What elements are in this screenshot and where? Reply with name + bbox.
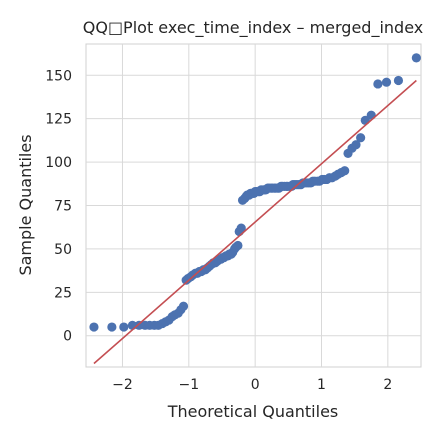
data-point <box>356 133 366 143</box>
data-point <box>393 75 404 86</box>
y-tick-label: 25 <box>54 285 72 301</box>
x-tick-label: −2 <box>112 377 133 393</box>
reference-line <box>93 79 417 365</box>
y-axis-label: Sample Quantiles <box>16 134 35 275</box>
data-point <box>340 166 350 176</box>
data-point <box>178 301 189 311</box>
data-point <box>411 53 421 63</box>
data-point <box>366 110 376 120</box>
data-point <box>233 240 243 251</box>
y-tick-label: 125 <box>45 112 72 128</box>
x-tick-label: 2 <box>383 377 392 393</box>
data-point <box>236 223 246 233</box>
y-tick-label: 150 <box>45 68 72 84</box>
data-point <box>119 322 129 332</box>
chart-title: QQ□Plot exec_time_index – merged_index <box>83 18 423 38</box>
data-point <box>89 322 99 332</box>
data-point <box>351 140 361 150</box>
y-tick-label: 75 <box>54 199 72 215</box>
x-tick-label: 1 <box>317 377 326 393</box>
y-tick-label: 0 <box>63 329 72 345</box>
x-axis-label: Theoretical Quantiles <box>167 402 339 421</box>
x-tick-label: 0 <box>251 377 260 393</box>
data-point <box>107 322 117 332</box>
y-tick-labels: 0 25 50 75 100 125 150 <box>45 68 72 344</box>
x-tick-label: −1 <box>179 377 200 393</box>
data-point <box>381 77 392 87</box>
y-tick-label: 100 <box>45 155 72 171</box>
x-tick-labels: −2 −1 0 1 2 <box>112 377 392 393</box>
y-tick-label: 50 <box>54 242 72 258</box>
data-point <box>373 79 383 89</box>
